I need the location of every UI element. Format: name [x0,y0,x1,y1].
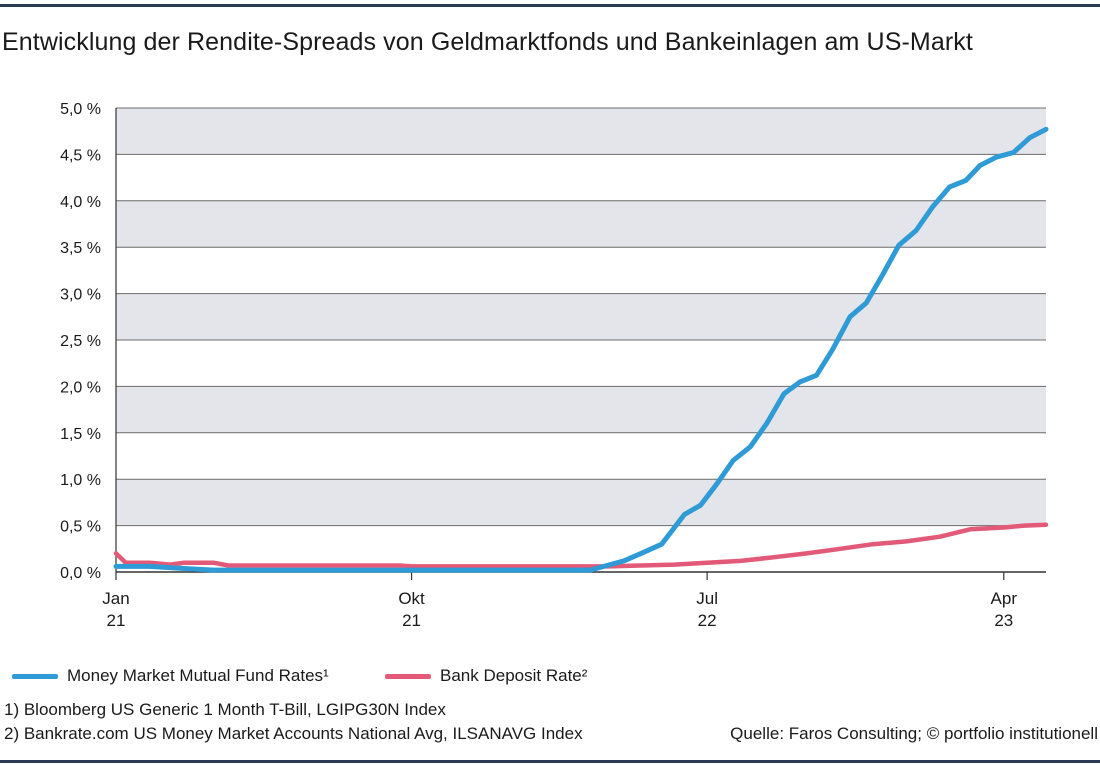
legend-label-bank-deposit: Bank Deposit Rate² [440,666,588,685]
chart-title: Entwicklung der Rendite-Spreads von Geld… [2,28,973,56]
x-tick-label: Apr [991,589,1018,608]
legend-item-money-market: Money Market Mutual Fund Rates¹ [12,666,329,686]
footnote-1: 1) Bloomberg US Generic 1 Month T-Bill, … [4,700,446,719]
x-tick-label: Jan [102,589,129,608]
source-note: Quelle: Faros Consulting; © portfolio in… [730,724,1098,743]
y-tick-label: 5,0 % [60,101,101,118]
y-tick-label: 1,0 % [60,472,101,489]
y-tick-label: 2,5 % [60,333,101,350]
y-tick-label: 1,5 % [60,426,101,443]
footnote-2: 2) Bankrate.com US Money Market Accounts… [4,724,583,743]
series-line-bank-deposit [113,522,1049,569]
line-chart: 0,0 % 0,5 % 1,0 % 1,5 % 2,0 % 2,5 % 3,0 % 3,5 %… [60,101,1049,630]
bottom-rule [0,760,1100,763]
series-line-money-market [113,126,1049,573]
y-tick-label: 4,5 % [60,147,101,164]
grid-band [116,293,1046,340]
x-tick-label: Jul [696,589,718,608]
y-tick-label: 0,5 % [60,519,101,536]
y-tick-label: 3,5 % [60,240,101,257]
x-tick-label: Okt [398,589,425,608]
y-tick-label: 3,0 % [60,287,101,304]
legend-item-bank-deposit: Bank Deposit Rate² [385,666,587,686]
y-tick-label: 2,0 % [60,379,101,396]
grid-band [116,386,1046,433]
y-tick-label: 4,0 % [60,194,101,211]
top-rule [0,4,1100,7]
x-tick-label-year: 21 [107,611,126,630]
grid-band [116,200,1046,248]
x-tick-label-year: 23 [994,611,1013,630]
legend-swatch-money-market [12,673,58,679]
x-tick-label-year: 21 [402,611,421,630]
grid-band [116,108,1046,155]
x-tick-label-year: 22 [698,611,717,630]
y-tick-label: 0,0 % [60,565,101,582]
legend-label-money-market: Money Market Mutual Fund Rates¹ [67,666,329,685]
grid-band [116,479,1046,526]
legend-swatch-bank-deposit [385,673,431,679]
